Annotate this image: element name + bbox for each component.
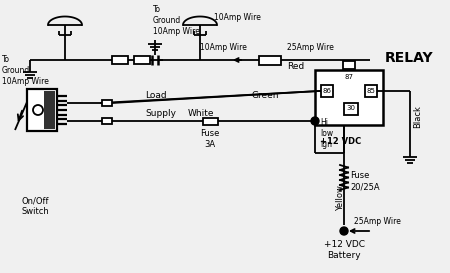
Text: +12 VDC
Battery: +12 VDC Battery xyxy=(324,240,365,260)
Text: Supply: Supply xyxy=(145,109,176,118)
Bar xyxy=(343,61,355,69)
Text: 30: 30 xyxy=(346,105,356,111)
Bar xyxy=(27,89,57,131)
Bar xyxy=(365,85,377,97)
Text: Black: Black xyxy=(413,105,422,128)
Text: 87: 87 xyxy=(345,74,354,80)
Text: White: White xyxy=(188,109,215,118)
Text: Fuse
3A: Fuse 3A xyxy=(200,129,220,149)
Text: +12 VDC: +12 VDC xyxy=(320,137,361,146)
Circle shape xyxy=(340,227,348,235)
Text: To
Ground
10Amp Wire: To Ground 10Amp Wire xyxy=(2,55,49,86)
Text: Green: Green xyxy=(252,91,279,100)
Text: Hi
low
ign: Hi low ign xyxy=(320,118,333,149)
Text: 25Amp Wire: 25Amp Wire xyxy=(287,43,334,52)
Bar xyxy=(44,91,55,129)
Bar xyxy=(315,70,383,125)
Text: Load: Load xyxy=(145,91,166,100)
Text: Red: Red xyxy=(287,62,304,71)
Bar xyxy=(259,55,281,64)
Bar xyxy=(102,118,112,124)
Text: Yellow: Yellow xyxy=(337,185,346,211)
Text: RELAY: RELAY xyxy=(385,51,434,65)
Bar xyxy=(202,117,217,124)
Text: 25Amp Wire: 25Amp Wire xyxy=(354,217,401,226)
Bar xyxy=(344,102,358,114)
Bar xyxy=(321,85,333,97)
Text: 10Amp Wire: 10Amp Wire xyxy=(214,13,261,22)
Circle shape xyxy=(33,105,43,115)
Text: Fuse
20/25A: Fuse 20/25A xyxy=(350,171,380,191)
Text: On/Off
Switch: On/Off Switch xyxy=(22,196,50,216)
Text: 86: 86 xyxy=(323,88,332,94)
Text: 10Amp Wire: 10Amp Wire xyxy=(200,43,247,52)
Text: To
Ground
10Amp Wire: To Ground 10Amp Wire xyxy=(153,5,200,36)
Bar xyxy=(134,56,150,64)
Circle shape xyxy=(311,117,319,125)
Text: 85: 85 xyxy=(367,88,375,94)
Bar xyxy=(102,100,112,106)
Bar xyxy=(112,56,128,64)
